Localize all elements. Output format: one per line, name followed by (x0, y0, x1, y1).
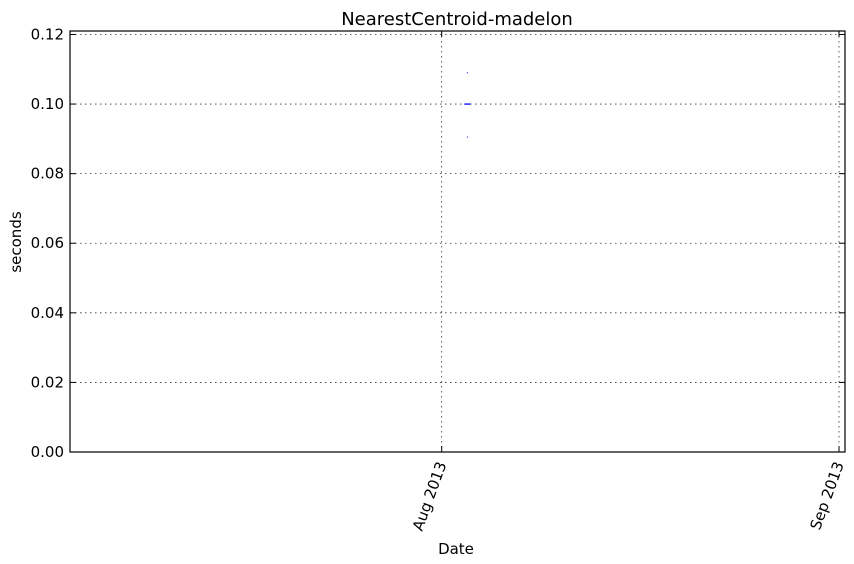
y-tick-label: 0.06 (31, 234, 64, 252)
x-tick-label: Sep 2013 (806, 459, 847, 532)
y-tick-label: 0.04 (31, 304, 64, 322)
data-point (466, 72, 468, 74)
grid (70, 31, 845, 452)
y-tick-label: 0.12 (31, 25, 64, 43)
data-points (464, 72, 471, 138)
ticks: 0.00 0.02 0.04 0.06 0.08 0.10 0.12 Aug 2013 Sep … (31, 25, 848, 533)
x-axis-label: Date (438, 540, 474, 558)
y-tick-label: 0.08 (31, 165, 64, 183)
y-tick-label: 0.00 (31, 443, 64, 461)
y-tick-label: 0.10 (31, 95, 64, 113)
x-tick-label: Aug 2013 (409, 459, 451, 533)
y-axis-label: seconds (7, 211, 25, 272)
data-point (466, 136, 468, 138)
chart-title: NearestCentroid-madelon (341, 9, 573, 30)
y-tick-label: 0.02 (31, 373, 64, 391)
plot-frame (69, 30, 846, 453)
